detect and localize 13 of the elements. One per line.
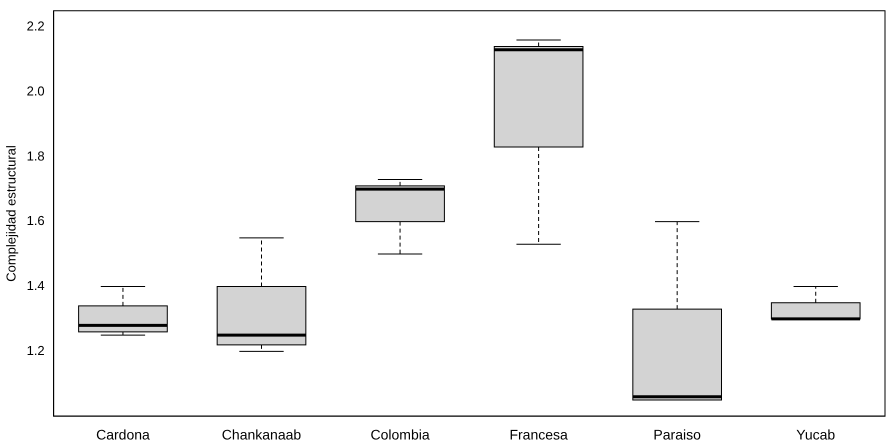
y-tick-label: 1.8 xyxy=(26,148,45,164)
x-tick-label: Cardona xyxy=(96,426,150,442)
y-tick-label: 1.2 xyxy=(26,342,45,358)
y-axis-title: Complejidad estructural xyxy=(3,145,18,282)
y-tick-label: 1.6 xyxy=(26,213,45,228)
x-tick-label: Chankanaab xyxy=(222,426,302,442)
x-tick-label: Francesa xyxy=(509,426,568,442)
x-tick-label: Colombia xyxy=(370,426,430,442)
y-tick-label: 1.4 xyxy=(26,278,45,294)
y-tick-label: 2.2 xyxy=(26,18,45,34)
x-tick-label: Paraiso xyxy=(653,426,702,442)
y-tick-label: 2.0 xyxy=(26,83,45,98)
x-tick-label: Yucab xyxy=(796,426,836,442)
